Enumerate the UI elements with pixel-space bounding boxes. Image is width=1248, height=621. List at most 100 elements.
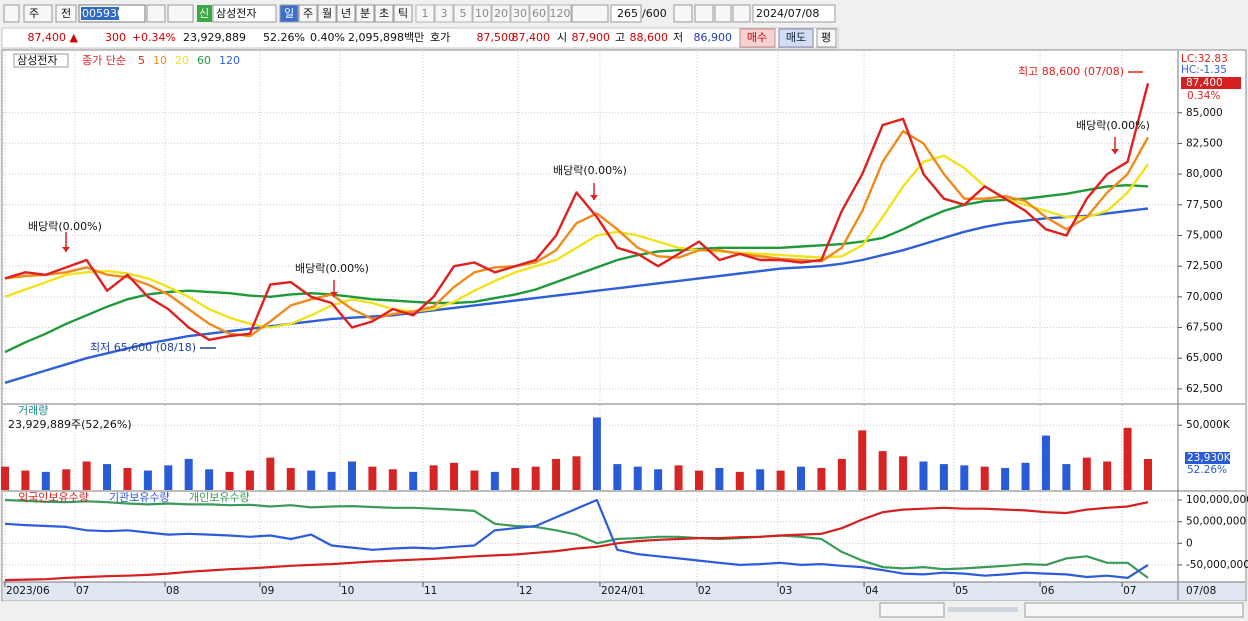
layout-button[interactable] (3, 4, 20, 23)
interval-text[interactable]: 20 (494, 7, 508, 20)
count-max: /600 (642, 7, 667, 20)
period-text[interactable]: 초 (379, 7, 389, 20)
interval-button[interactable] (472, 4, 492, 23)
buy-button[interactable] (739, 28, 776, 48)
annotation: 배당락(0.00%) (553, 164, 627, 177)
interval-button[interactable] (415, 4, 435, 23)
x-tick-label: 06 (1041, 585, 1055, 597)
period-text[interactable]: 년 (341, 7, 351, 20)
period-button[interactable] (317, 4, 337, 23)
interval-text[interactable]: 5 (460, 7, 467, 20)
price-tag (1181, 77, 1241, 89)
side-label: 0.34% (1187, 90, 1220, 102)
tool-button[interactable] (694, 4, 714, 23)
interval-button[interactable] (529, 4, 549, 23)
y-tick-label: 0 (1186, 537, 1193, 549)
count-text[interactable]: 265 (617, 7, 638, 20)
avg-button[interactable] (816, 28, 837, 48)
market-select[interactable] (23, 4, 53, 23)
interval-button[interactable] (548, 4, 572, 23)
prev-button[interactable] (55, 4, 77, 23)
period-text[interactable]: 일 (284, 6, 294, 20)
credit-text: 신 (199, 7, 209, 20)
sound-button[interactable] (167, 4, 194, 23)
period-button[interactable] (298, 4, 318, 23)
search-button[interactable] (146, 4, 166, 23)
volume-bar (286, 467, 295, 490)
sell-text[interactable]: 매도 (786, 31, 806, 44)
x-tick-label: 2024/01 (601, 585, 645, 597)
period-text[interactable]: 월 (322, 7, 332, 20)
save-button[interactable] (714, 4, 732, 23)
panel-subtitle: 23,929,889주(52,26%) (8, 418, 132, 431)
avg-text[interactable]: 평 (821, 31, 831, 44)
chart-tools[interactable] (1024, 602, 1244, 618)
tool-button[interactable] (673, 4, 693, 23)
chart-subtitle: 종가 단순 (82, 54, 126, 67)
volume-bar (327, 471, 336, 490)
side-label: 87,400 (1186, 77, 1223, 89)
x-tick-label: 11 (424, 585, 437, 597)
interval-text[interactable]: 1 (422, 7, 429, 20)
interval-button[interactable] (491, 4, 511, 23)
legend-entry: 기관보유수량 (109, 491, 170, 504)
interval-text[interactable]: 120 (550, 7, 571, 20)
volume-bar (899, 456, 908, 490)
period-button[interactable] (279, 4, 299, 23)
prev-button-text[interactable]: 전 (61, 7, 71, 20)
zoom-slider[interactable] (948, 607, 1018, 612)
interval-text[interactable]: 10 (475, 7, 489, 20)
x-tick-label: 05 (955, 585, 968, 597)
interval-text[interactable]: 60 (532, 7, 546, 20)
volume-bar (1062, 464, 1071, 490)
period-button[interactable] (374, 4, 394, 23)
quote-volume-ratio: 52.26% (263, 31, 305, 44)
interval-select[interactable] (571, 4, 609, 23)
sell-button[interactable] (778, 28, 814, 48)
period-text[interactable]: 틱 (398, 7, 408, 20)
quote-amount: 2,095,898백만 (348, 31, 424, 44)
volume-bar (837, 458, 846, 490)
interval-button[interactable] (434, 4, 454, 23)
volume-bar (225, 471, 234, 490)
x-axis-band (3, 582, 1245, 600)
period-button[interactable] (393, 4, 413, 23)
volume-bar (184, 458, 193, 490)
y-tick-label: 50,000K (1186, 419, 1231, 431)
volume-bar (735, 471, 744, 490)
period-button[interactable] (336, 4, 356, 23)
count-input[interactable] (610, 4, 642, 23)
stock-name: 삼성전자 (216, 7, 256, 20)
volume-bar (919, 461, 928, 490)
volume-bar (266, 457, 275, 490)
quote-high: 88,600 (630, 31, 669, 44)
interval-text[interactable]: 30 (513, 7, 527, 20)
legend-entry: 120 (219, 54, 240, 67)
interval-button[interactable] (453, 4, 473, 23)
settings-button[interactable] (732, 4, 751, 23)
scroll-controls[interactable] (879, 602, 945, 618)
volume-bar (409, 471, 418, 490)
volume-bar (797, 466, 806, 490)
buy-text[interactable]: 매수 (747, 31, 767, 44)
volume-bar (1082, 457, 1091, 490)
quote-open-label: 시 (557, 31, 567, 44)
y-tick-label: 82,500 (1186, 137, 1223, 149)
quote-change: 300 (105, 31, 126, 44)
volume-bar (654, 469, 663, 490)
market-select-text[interactable]: 주 (29, 7, 39, 20)
annotation-arrowhead (62, 247, 70, 252)
interval-text[interactable]: 3 (441, 7, 448, 20)
date-input[interactable] (752, 4, 836, 23)
name-box (212, 4, 277, 23)
volume-bar (715, 467, 724, 490)
period-button[interactable] (355, 4, 375, 23)
date-text[interactable]: 2024/07/08 (756, 7, 819, 20)
date-label: 07/08 (1186, 585, 1216, 597)
period-text[interactable]: 분 (360, 7, 370, 20)
volume-bar (368, 466, 377, 490)
period-text[interactable]: 주 (303, 7, 313, 20)
code-text[interactable]: 005930 (82, 7, 124, 20)
legend-entry: 5 (138, 54, 145, 67)
interval-button[interactable] (510, 4, 530, 23)
